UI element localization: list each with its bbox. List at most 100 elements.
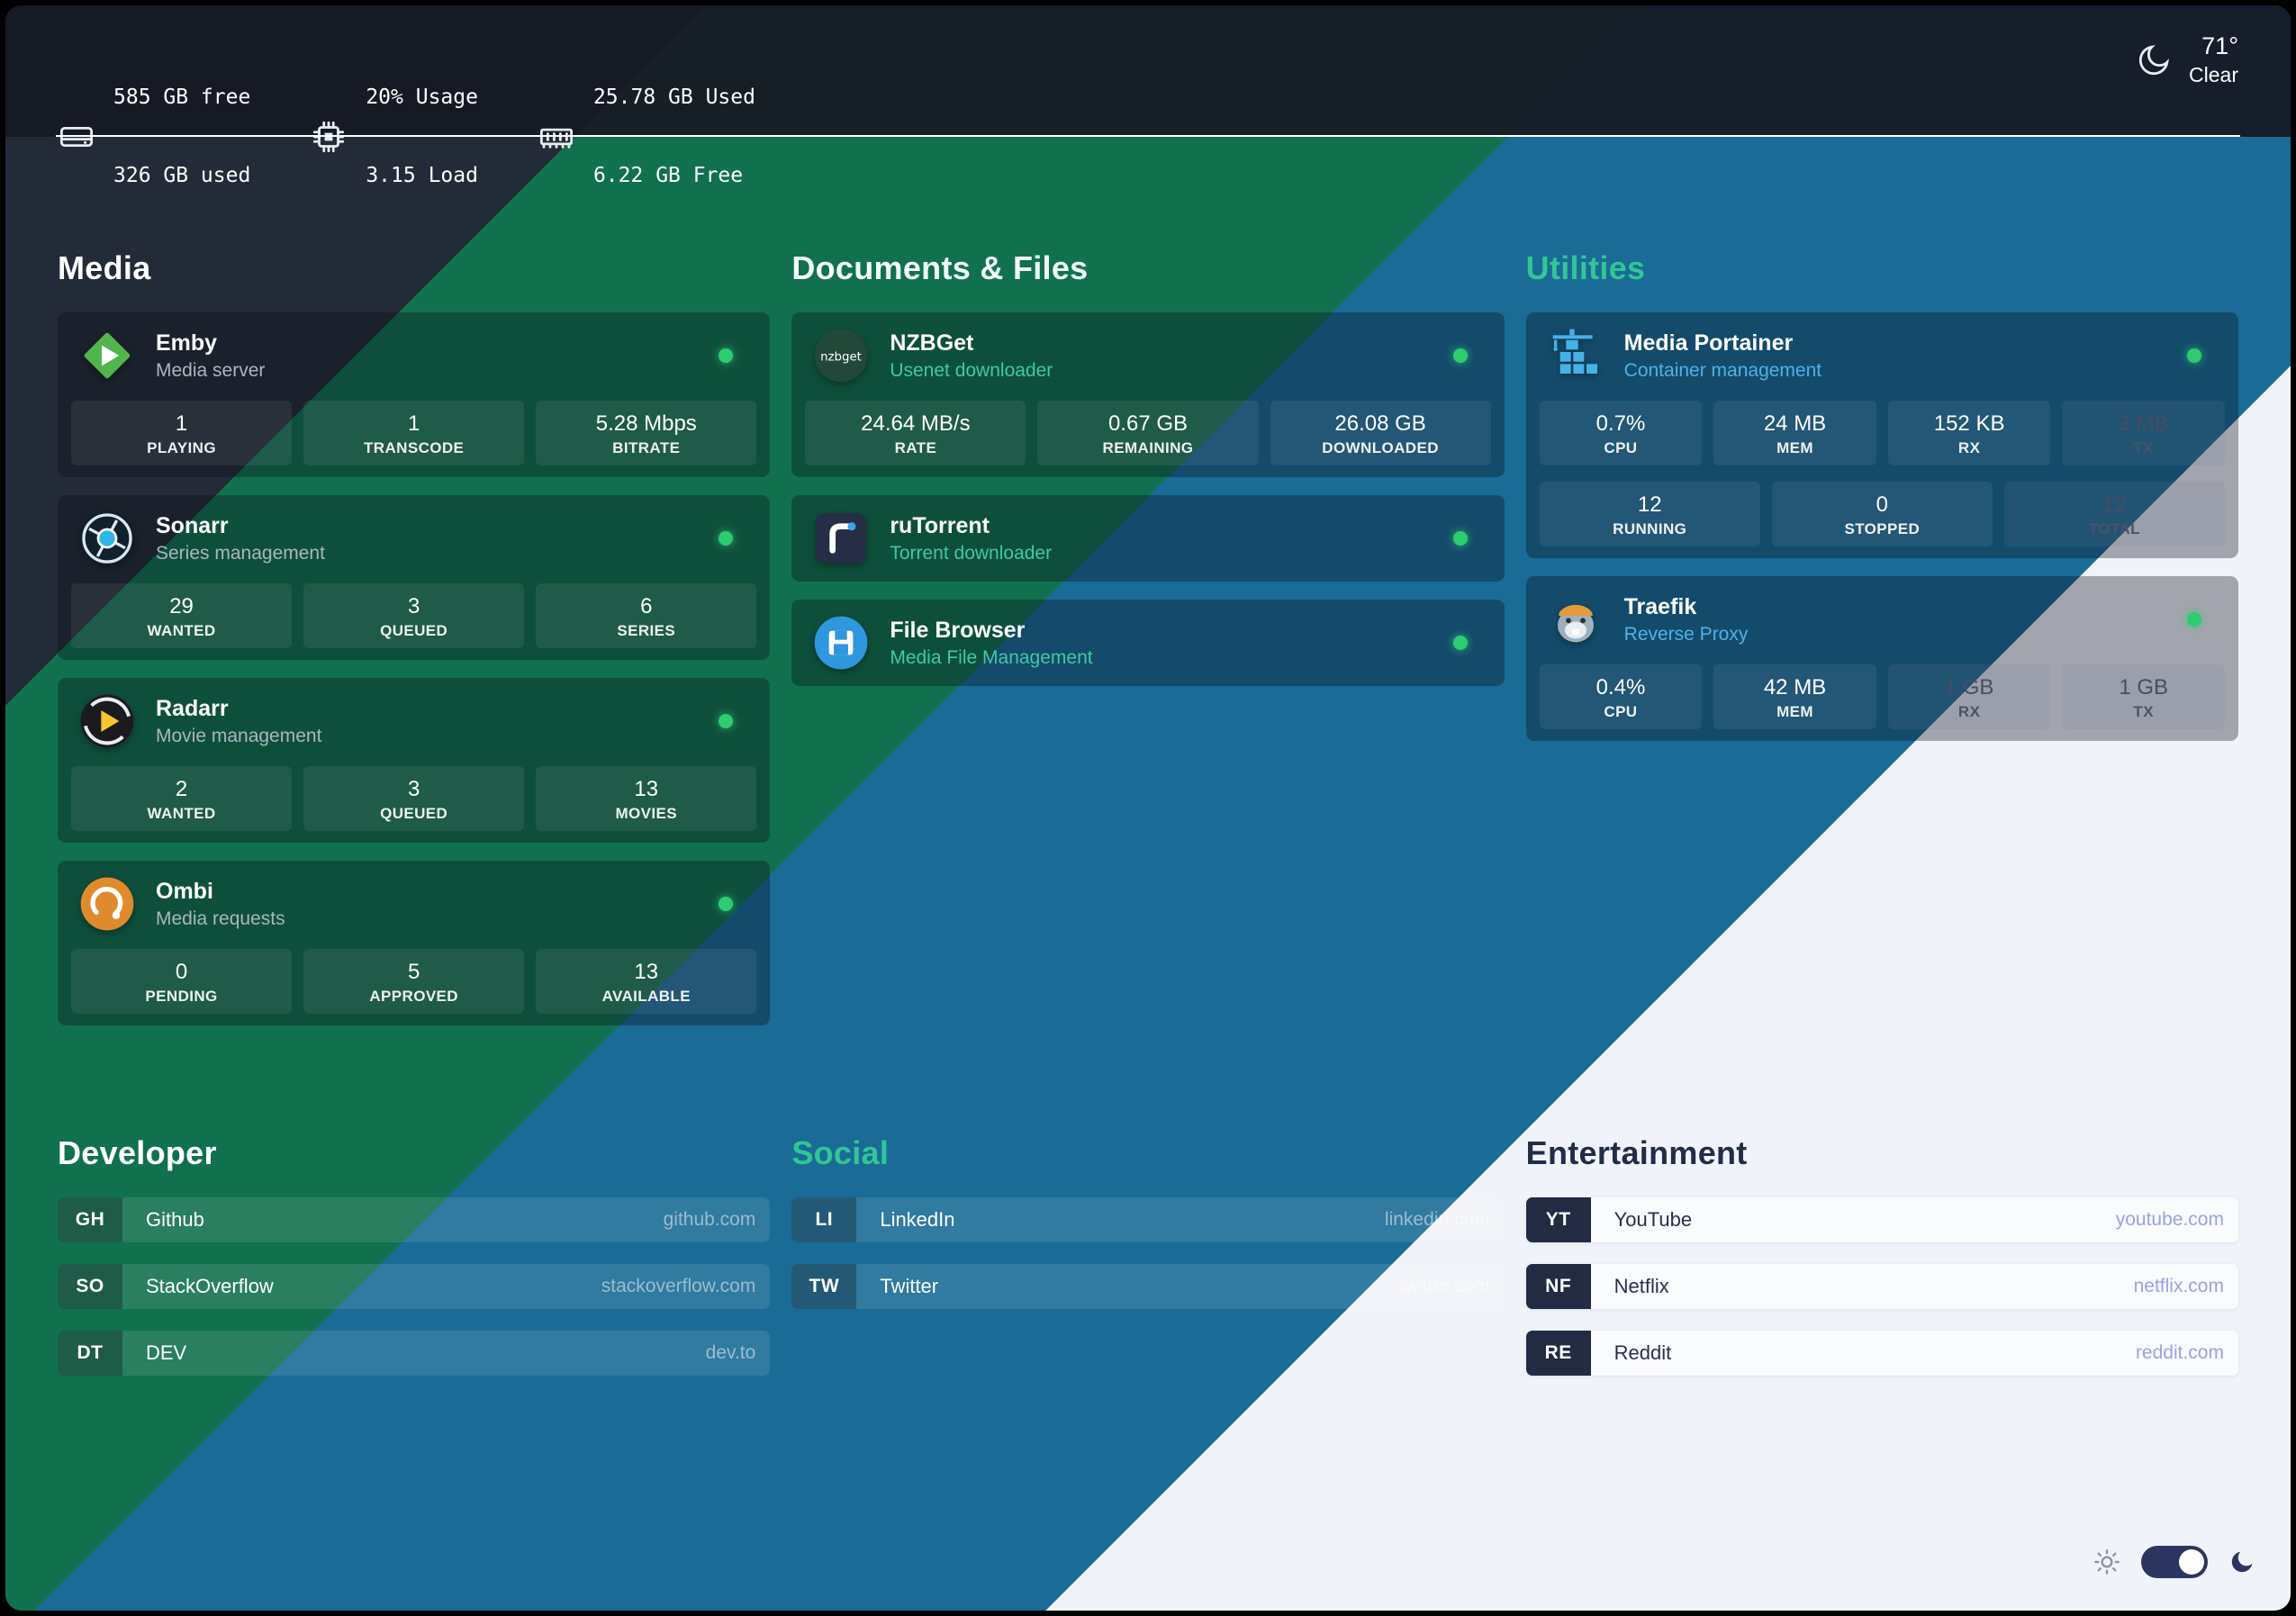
link-label: Github [146,1208,204,1232]
emby-icon [78,327,136,384]
status-dot [1452,636,1468,651]
section-media: Media Emby Media server 1 PLAYING 1 TRANSC… [58,248,771,1043]
link-row-twitter[interactable]: TW Twitter twitter.com [791,1264,1505,1310]
link-row-stackoverflow[interactable]: SO StackOverflow stackoverflow.com [58,1264,771,1310]
app-card-traefik[interactable]: Traefik Reverse Proxy 0.4% CPU 42 MB MEM 1… [1525,576,2238,742]
sun-icon[interactable] [2093,1548,2121,1576]
stat-cell-rx: 152 KB RX [1887,401,2051,466]
disk-stats: 585 GB free 326 GB used [58,32,250,241]
traefik-icon [1547,591,1604,648]
app-card-rutorrent[interactable]: ruTorrent Torrent downloader [791,495,1505,582]
link-row-dev[interactable]: DT DEV dev.to [58,1331,771,1377]
app-card-ombi[interactable]: Ombi Media requests 0 PENDING 5 APPROVED 1… [58,861,771,1026]
weather-widget: 71° Clear [2135,32,2238,87]
stat-cell-available: 13 AVAILABLE [536,949,757,1015]
sonarr-icon [78,510,136,567]
link-url: dev.to [705,1342,756,1364]
portainer-icon [1547,327,1604,384]
stat-cell-rx: 1 GB RX [1887,664,2051,730]
link-badge: TW [791,1264,857,1310]
app-card-filebrowser[interactable]: File Browser Media File Management [791,600,1505,687]
cpu-load: 3.15 Load [366,164,478,187]
stat-cell-transcode: 1 TRANSCODE [303,401,525,466]
stat-cell-stopped: 0 STOPPED [1771,482,1993,547]
theme-controls [2093,1546,2256,1578]
app-card-sonarr[interactable]: Sonarr Series management 29 WANTED 3 QUEUE… [58,495,771,661]
nzbget-icon: nzbget [812,327,870,384]
stat-cell-queued: 3 QUEUED [303,583,525,649]
link-url: netflix.com [2133,1276,2224,1297]
moon-weather-icon [2138,44,2169,75]
app-name: File Browser [890,617,1026,643]
stat-cell-mem: 24 MB MEM [1713,401,1876,466]
app-name: Traefik [1623,593,1697,619]
link-label: Reddit [1614,1341,1672,1365]
disk-icon [59,126,94,148]
stat-cell-cpu: 0.7% CPU [1539,401,1703,466]
app-name: NZBGet [890,330,974,356]
stat-cell-queued: 3 QUEUED [303,766,525,832]
stat-cell-playing: 1 PLAYING [71,401,293,466]
app-card-radarr[interactable]: Radarr Movie management 2 WANTED 3 QUEUED … [58,678,771,844]
app-subtitle: Container management [1623,359,1822,381]
moon-icon[interactable] [2228,1548,2256,1576]
link-label: DEV [146,1341,187,1365]
section-title-media: Media [58,249,151,286]
app-name: ruTorrent [890,512,990,538]
link-badge: YT [1525,1197,1591,1243]
app-subtitle: Media requests [156,907,285,929]
link-row-reddit[interactable]: RE Reddit reddit.com [1525,1331,2238,1377]
app-card-portainer[interactable]: Media Portainer Container management 0.7… [1525,312,2238,559]
app-name: Media Portainer [1623,330,1794,356]
link-row-netflix[interactable]: NF Netflix netflix.com [1525,1264,2238,1310]
ram-free: 6.22 GB Free [592,164,744,187]
link-label: StackOverflow [146,1275,274,1298]
section-entertainment: Entertainment YT YouTube youtube.com NF … [1525,1133,2238,1397]
link-url: linkedin.com [1384,1209,1490,1231]
link-row-linkedin[interactable]: LI LinkedIn linkedin.com [791,1197,1505,1243]
stat-cell-running: 12 RUNNING [1539,482,1760,547]
cpu-icon [313,121,345,153]
link-badge: SO [58,1264,122,1310]
section-social: Social LI LinkedIn linkedin.com TW Twitt… [791,1133,1505,1397]
app-name: Emby [156,330,218,356]
status-dot [719,897,734,912]
app-subtitle: Media File Management [890,646,1093,668]
stat-cell-remaining: 0.67 GB REMAINING [1037,401,1259,466]
link-row-youtube[interactable]: YT YouTube youtube.com [1525,1197,2238,1243]
section-documents: Documents & Files nzbget NZBGet Usenet d… [791,248,1505,1043]
link-label: LinkedIn [880,1208,955,1232]
stat-cell-movies: 13 MOVIES [536,766,757,832]
theme-toggle[interactable] [2141,1546,2208,1578]
section-title-utilities: Utilities [1525,249,1646,286]
weather-condition: Clear [2189,63,2238,86]
link-badge: RE [1525,1331,1591,1377]
section-developer: Developer GH Github github.com SO StackO… [58,1133,771,1397]
link-label: Twitter [880,1275,939,1298]
svg-text:nzbget: nzbget [820,351,862,365]
link-badge: GH [58,1197,122,1243]
app-card-nzbget[interactable]: nzbget NZBGet Usenet downloader 24.64 MB… [791,312,1505,478]
app-card-emby[interactable]: Emby Media server 1 PLAYING 1 TRANSCODE 5.… [58,312,771,478]
status-dot [1452,348,1468,364]
link-label: YouTube [1614,1208,1693,1232]
app-subtitle: Usenet downloader [890,359,1053,381]
ram-used: 25.78 GB Used [592,86,755,109]
stat-cell-rate: 24.64 MB/s RATE [805,401,1026,466]
link-label: Netflix [1614,1275,1669,1298]
stat-cell-mem: 42 MB MEM [1713,664,1876,730]
ram-icon [539,128,573,149]
stat-cell-total: 12 TOTAL [2003,482,2225,547]
app-name: Radarr [156,695,229,721]
link-url: stackoverflow.com [601,1276,756,1297]
section-title-social: Social [791,1134,890,1172]
filebrowser-icon [812,614,870,672]
link-row-github[interactable]: GH Github github.com [58,1197,771,1243]
stat-cell-tx: 1 GB TX [2062,664,2225,730]
stat-cell-cpu: 0.4% CPU [1539,664,1703,730]
stat-cell-series: 6 SERIES [536,583,757,649]
status-dot [719,348,734,364]
app-subtitle: Movie management [156,725,322,746]
cpu-stats: 20% Usage 3.15 Load [310,32,478,241]
status-dot [2186,612,2201,627]
